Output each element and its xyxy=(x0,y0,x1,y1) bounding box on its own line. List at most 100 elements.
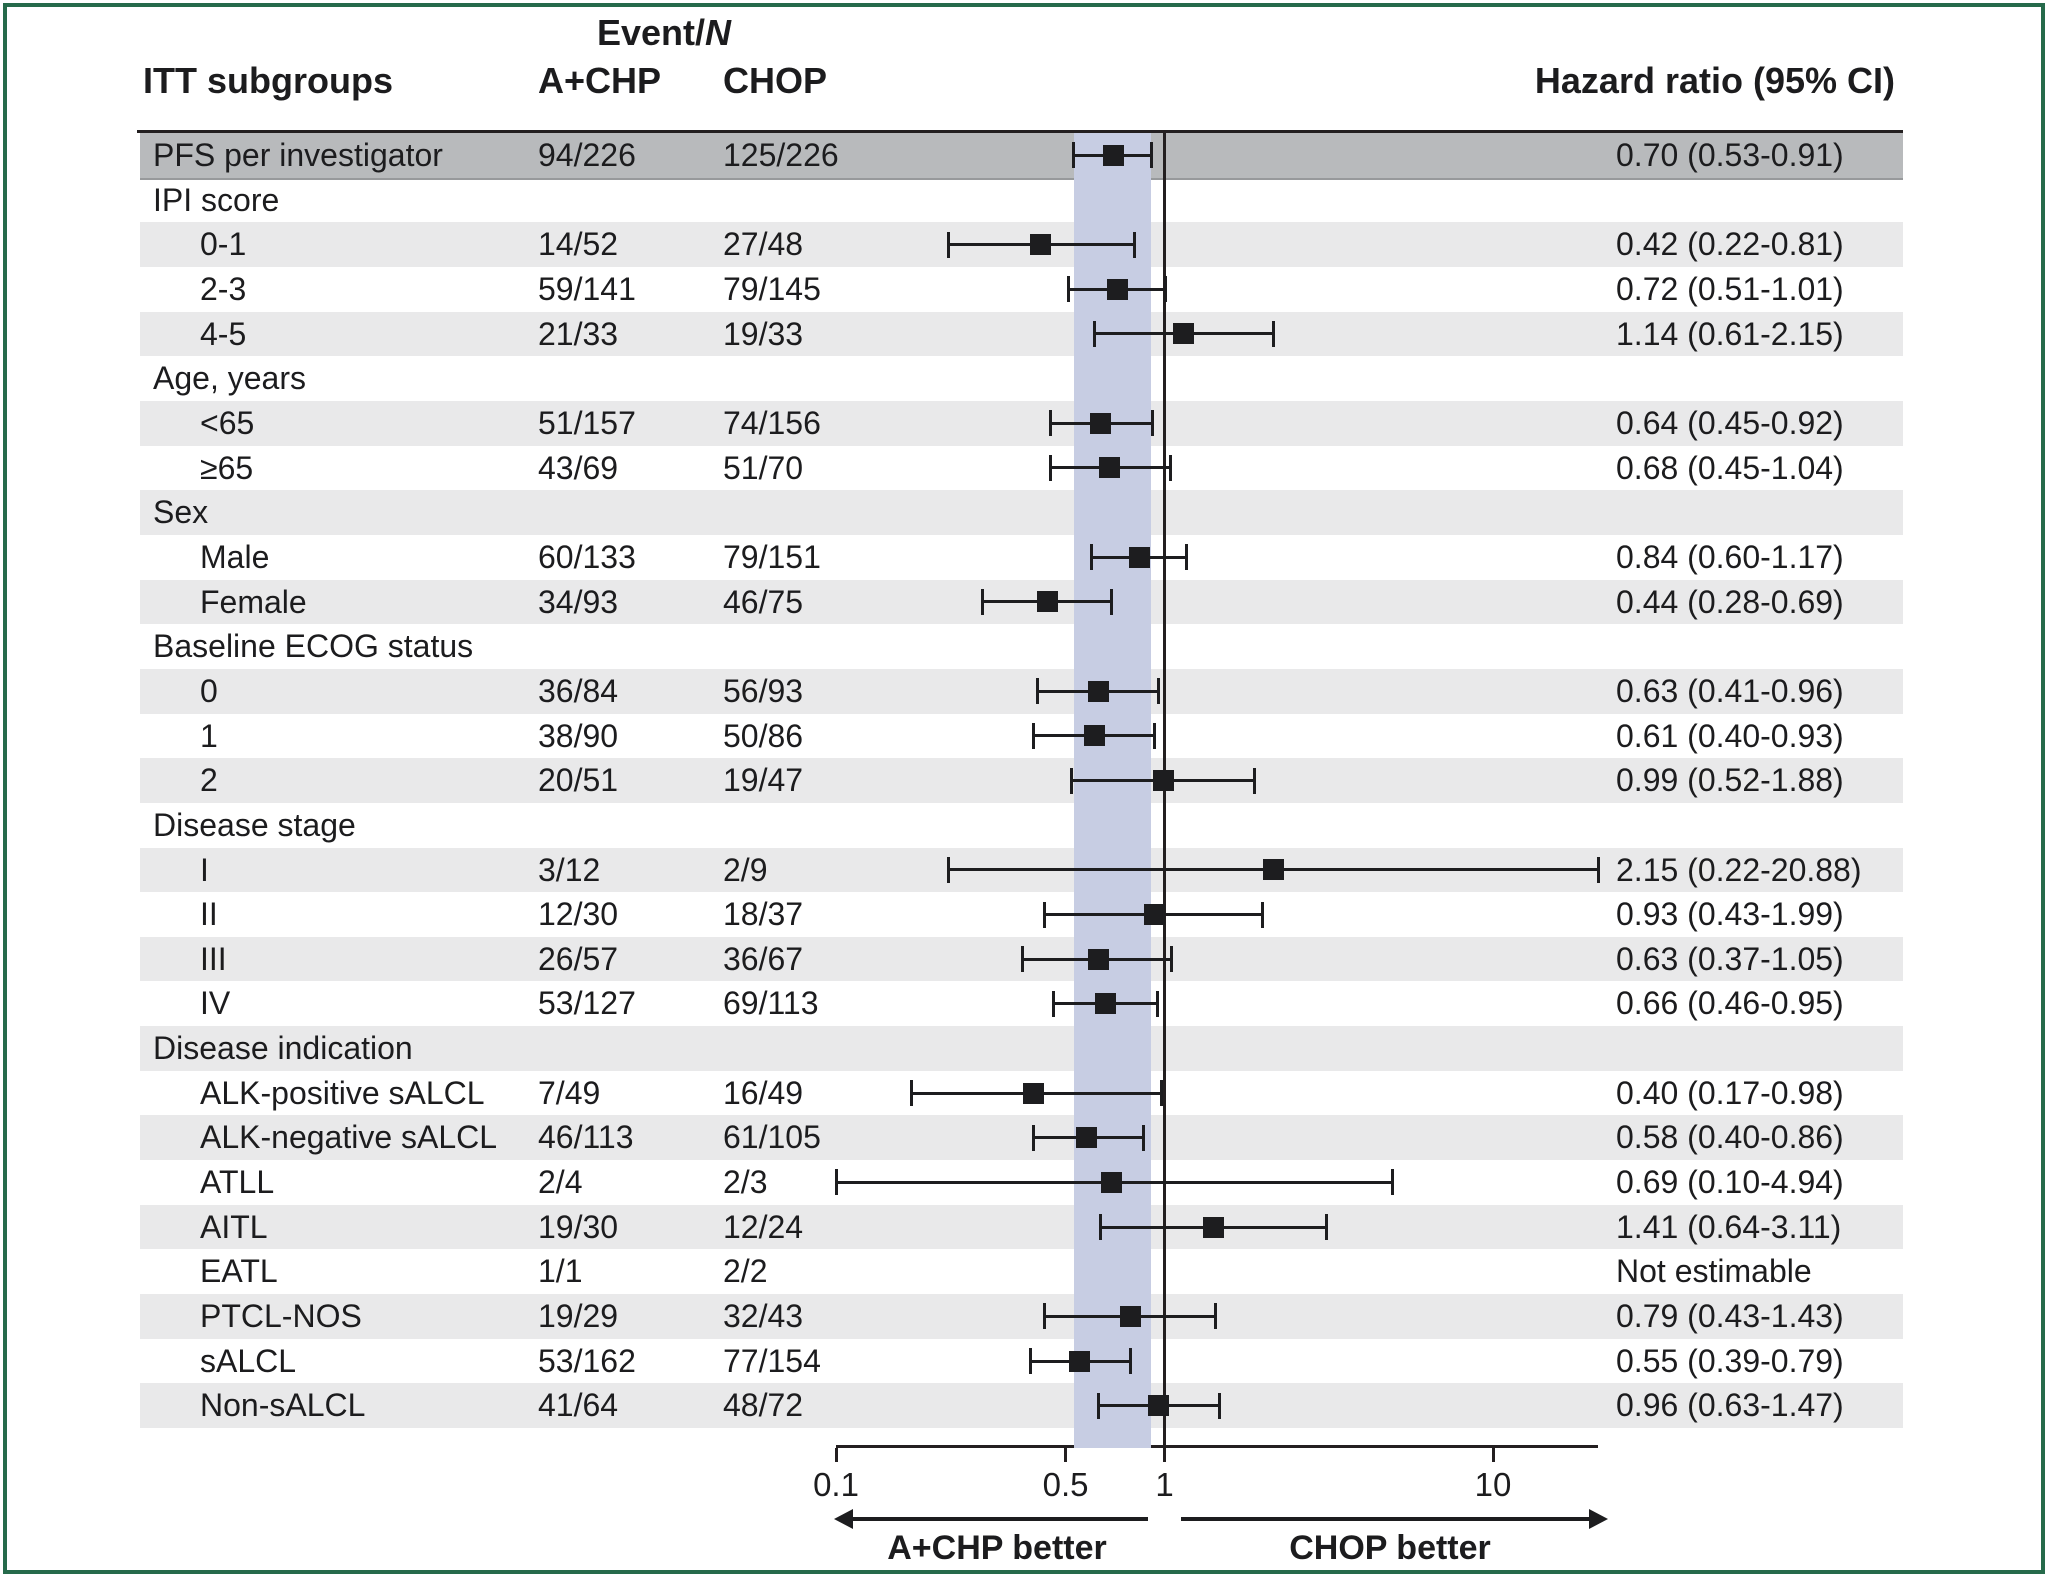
achp-event-n-value: 14/52 xyxy=(538,226,619,263)
hazard-ratio-value: 0.66 (0.46-0.95) xyxy=(1616,985,1844,1022)
chop-event-n-value: 27/48 xyxy=(723,226,804,263)
table-row: sALCL 53/162 77/154 0.55 (0.39-0.79) xyxy=(140,1339,1903,1384)
achp-event-n-value: 21/33 xyxy=(538,315,619,352)
table-row: 0-1 14/52 27/48 0.42 (0.22-0.81) xyxy=(140,222,1903,267)
hazard-ratio-value: 0.93 (0.43-1.99) xyxy=(1616,896,1844,933)
table-row: Age, years xyxy=(140,356,1903,401)
axis-tick-label: 10 xyxy=(1474,1466,1512,1503)
chop-column-header: CHOP xyxy=(723,60,828,101)
table-row: Sex xyxy=(140,490,1903,535)
chop-better-label: CHOP better xyxy=(1289,1529,1491,1567)
hazard-ratio-value: 0.68 (0.45-1.04) xyxy=(1616,449,1844,486)
header-divider-line xyxy=(137,130,1903,133)
achp-event-n-value: 43/69 xyxy=(538,449,619,486)
subgroup-label: 1 xyxy=(200,717,218,754)
achp-event-n-value: 1/1 xyxy=(538,1253,583,1290)
subgroup-label: Female xyxy=(200,583,307,620)
hazard-ratio-value: 0.63 (0.41-0.96) xyxy=(1616,672,1844,709)
subgroup-label: Sex xyxy=(153,494,209,531)
subgroup-label: Age, years xyxy=(153,360,306,397)
achp-better-label: A+CHP better xyxy=(887,1529,1107,1567)
achp-event-n-value: 53/127 xyxy=(538,985,636,1022)
achp-event-n-value: 36/84 xyxy=(538,672,619,709)
hazard-ratio-value: 0.64 (0.45-0.92) xyxy=(1616,404,1844,441)
achp-event-n-value: 19/29 xyxy=(538,1298,619,1334)
chop-event-n-value: 36/67 xyxy=(723,940,804,977)
hazard-ratio-value: 0.58 (0.40-0.86) xyxy=(1616,1119,1844,1156)
hazard-ratio-value: 0.69 (0.10-4.94) xyxy=(1616,1164,1844,1201)
hazard-ratio-value: 2.15 (0.22-20.88) xyxy=(1616,851,1862,888)
achp-event-n-value: 51/157 xyxy=(538,404,636,441)
event-n-italic: N xyxy=(705,12,732,53)
table-row: Female 34/93 46/75 0.44 (0.28-0.69) xyxy=(140,579,1903,625)
itt-subgroups-header: ITT subgroups xyxy=(143,60,393,101)
hazard-ratio-value: 0.84 (0.60-1.17) xyxy=(1616,538,1844,575)
hazard-ratio-value: 1.41 (0.64-3.11) xyxy=(1616,1208,1842,1245)
hazard-ratio-value: Not estimable xyxy=(1616,1253,1812,1290)
achp-event-n-value: 59/141 xyxy=(538,271,636,307)
subgroup-label: 4-5 xyxy=(200,315,247,352)
achp-event-n-value: 60/133 xyxy=(538,538,636,575)
axis-tick xyxy=(834,1448,838,1462)
hazard-ratio-value: 0.40 (0.17-0.98) xyxy=(1616,1074,1844,1111)
subgroup-label: Disease indication xyxy=(153,1030,413,1067)
axis-tick-label: 0.5 xyxy=(1042,1466,1089,1503)
subgroup-label: Male xyxy=(200,538,270,575)
subgroup-label: IPI score xyxy=(153,181,280,218)
chop-event-n-value: 69/113 xyxy=(723,985,819,1022)
chop-event-n-value: 12/24 xyxy=(723,1208,804,1245)
subgroup-label: Disease stage xyxy=(153,806,356,843)
hazard-ratio-value: 0.70 (0.53-0.91) xyxy=(1616,137,1844,173)
right-arrowhead-icon xyxy=(1589,1509,1608,1529)
achp-event-n-value: 19/30 xyxy=(538,1208,619,1245)
axis-tick xyxy=(1491,1448,1495,1462)
table-row: Disease stage xyxy=(140,803,1903,848)
hazard-ratio-value: 0.61 (0.40-0.93) xyxy=(1616,717,1844,754)
achp-better-arrow xyxy=(852,1517,1148,1521)
chop-event-n-value: 125/226 xyxy=(723,137,839,173)
achp-event-n-value: 53/162 xyxy=(538,1342,636,1379)
chop-event-n-value: 16/49 xyxy=(723,1074,804,1111)
axis-tick-label: 0.1 xyxy=(813,1466,859,1503)
table-row: <65 51/157 74/156 0.64 (0.45-0.92) xyxy=(140,400,1903,446)
chop-event-n-value: 2/2 xyxy=(723,1253,768,1290)
achp-event-n-value: 12/30 xyxy=(538,896,619,933)
chop-event-n-value: 46/75 xyxy=(723,583,804,620)
chop-event-n-value: 51/70 xyxy=(723,449,804,486)
achp-column-header: A+CHP xyxy=(538,60,662,101)
subgroup-label: 2 xyxy=(200,762,218,799)
subgroup-label: ATLL xyxy=(200,1164,275,1201)
chop-event-n-value: 2/9 xyxy=(723,851,768,888)
table-row: EATL 1/1 2/2 Not estimable xyxy=(140,1249,1903,1294)
achp-event-n-value: 34/93 xyxy=(538,583,619,620)
hazard-ratio-value: 0.99 (0.52-1.88) xyxy=(1616,762,1844,799)
table-row: Baseline ECOG status xyxy=(140,624,1903,669)
table-row: Non-sALCL 41/64 48/72 0.96 (0.63-1.47) xyxy=(140,1383,1903,1428)
table-row: 0 36/84 56/93 0.63 (0.41-0.96) xyxy=(140,668,1903,714)
chop-event-n-value: 2/3 xyxy=(723,1164,768,1201)
hazard-ratio-value: 0.55 (0.39-0.79) xyxy=(1616,1342,1844,1379)
achp-event-n-value: 2/4 xyxy=(538,1164,583,1201)
table-row: 2 20/51 19/47 0.99 (0.52-1.88) xyxy=(140,758,1903,803)
achp-event-n-value: 26/57 xyxy=(538,940,619,977)
hazard-ratio-value: 0.96 (0.63-1.47) xyxy=(1616,1387,1844,1424)
subgroup-label: I xyxy=(200,851,209,888)
chop-event-n-value: 19/47 xyxy=(723,762,804,799)
chop-event-n-value: 18/37 xyxy=(723,896,804,933)
table-row: 4-5 21/33 19/33 1.14 (0.61-2.15) xyxy=(140,311,1903,357)
left-arrowhead-icon xyxy=(834,1509,853,1529)
table-row: ALK-positive sALCL 7/49 16/49 0.40 (0.17-0.… xyxy=(140,1071,1903,1116)
achp-event-n-value: 3/12 xyxy=(538,851,601,888)
axis-tick-label: 1 xyxy=(1155,1466,1174,1503)
chop-event-n-value: 19/33 xyxy=(723,315,804,352)
table-row: IPI score xyxy=(140,178,1903,223)
subgroup-label: ≥65 xyxy=(200,449,254,486)
subgroup-label: ALK-negative sALCL xyxy=(200,1119,498,1156)
subgroup-label: Non-sALCL xyxy=(200,1387,366,1424)
subgroup-label: IV xyxy=(200,985,231,1022)
event-n-header: Event/N xyxy=(514,12,814,54)
chop-event-n-value: 56/93 xyxy=(723,672,804,709)
hazard-ratio-value: 1.14 (0.61-2.15) xyxy=(1616,315,1844,352)
x-axis-line xyxy=(836,1445,1598,1448)
